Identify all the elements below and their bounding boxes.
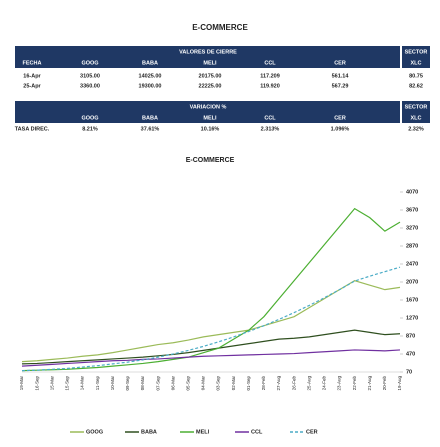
x-tick-label: 27-Aug <box>276 376 281 391</box>
cell: 20175.00 <box>199 73 222 79</box>
y-tick-label: 70 <box>406 369 412 375</box>
table2-sector: SECTOR <box>405 104 428 110</box>
x-tick-label: 19-Mar <box>19 376 24 391</box>
cell: 3105.00 <box>80 73 100 79</box>
column-header: BABA <box>142 60 158 66</box>
legend-label: GOOG <box>86 429 103 435</box>
column-header: XLC <box>411 115 422 121</box>
series-line <box>21 207 401 372</box>
x-tick-label: 21-Aug <box>367 376 372 391</box>
cell: 16-Apr <box>23 73 41 79</box>
cell: 8.21% <box>82 126 98 132</box>
x-tick-label: 28-Feb <box>261 376 266 391</box>
x-tick-label: 07-Sep <box>155 376 160 391</box>
series-line <box>21 349 401 367</box>
column-header: FECHA <box>23 60 42 66</box>
cell: 10.16% <box>201 126 220 132</box>
x-tick-label: 14-Mar <box>80 376 85 391</box>
y-tick-label: 1670 <box>406 297 418 303</box>
cell: 2.32% <box>408 126 424 132</box>
x-tick-label: 04-Mar <box>201 376 206 391</box>
x-tick-label: 20-Feb <box>382 376 387 391</box>
x-tick-label: 16-Sep <box>34 376 39 391</box>
table2-header-bg <box>15 101 400 123</box>
x-tick-label: 26-Feb <box>291 376 296 391</box>
x-tick-label: 03-Sep <box>216 376 221 391</box>
cell: 19300.00 <box>139 83 162 89</box>
x-tick-label: 19-Aug <box>397 376 402 391</box>
y-tick-label: 470 <box>406 351 415 357</box>
y-tick-label: 3670 <box>406 207 418 213</box>
x-tick-label: 09-Sep <box>125 376 130 391</box>
table2-sector-bg <box>402 101 430 123</box>
y-tick-label: 2470 <box>406 261 418 267</box>
x-tick-label: 11-Sep <box>95 376 100 391</box>
cell: 80.75 <box>409 73 423 79</box>
column-header: CCL <box>264 60 276 66</box>
y-tick-label: 2870 <box>406 243 418 249</box>
table2-header: VARIACION % <box>190 104 227 110</box>
y-tick-label: 870 <box>406 333 415 339</box>
series-line <box>21 279 401 363</box>
column-header: CER <box>334 60 346 66</box>
x-tick-label: 23-Aug <box>337 376 342 391</box>
cell: 119.920 <box>260 83 280 89</box>
x-tick-label: 06-Mar <box>170 376 175 391</box>
x-tick-label: 08-Mar <box>140 376 145 391</box>
cell: 82.62 <box>409 83 423 89</box>
cell: TASA DIREC. <box>15 126 50 132</box>
table1-header: VALORES DE CIERRE <box>179 49 237 55</box>
cell: 117.209 <box>260 73 280 79</box>
legend-label: CER <box>306 429 318 435</box>
cell: 22225.00 <box>199 83 222 89</box>
cell: 37.61% <box>141 126 160 132</box>
x-tick-label: 02-Mar <box>231 376 236 391</box>
legend-label: MELI <box>196 429 210 435</box>
x-tick-label: 22-Feb <box>352 376 357 391</box>
cell: 3360.00 <box>80 83 100 89</box>
column-header: GOOG <box>81 115 98 121</box>
x-tick-label: 10-Mar <box>110 376 115 391</box>
column-header: XLC <box>411 60 422 66</box>
x-tick-label: 05-Sep <box>186 376 191 391</box>
cell: 561.14 <box>332 73 350 79</box>
cell: 1.096% <box>331 126 350 132</box>
series-line <box>21 266 401 372</box>
table1-sector-bg <box>402 46 430 68</box>
cell: 25-Apr <box>23 83 41 89</box>
y-tick-label: 2070 <box>406 279 418 285</box>
column-header: GOOG <box>81 60 98 66</box>
x-tick-label: 25-Aug <box>306 376 311 391</box>
cell: 2.313% <box>261 126 280 132</box>
cell: 567.29 <box>332 83 349 89</box>
column-header: BABA <box>142 115 158 121</box>
series-line <box>21 329 401 365</box>
y-tick-label: 3270 <box>406 225 418 231</box>
x-tick-label: 15-Mar <box>49 376 54 391</box>
page-title: E-COMMERCE <box>192 23 248 32</box>
y-tick-label: 1270 <box>406 315 418 321</box>
chart-title: E-COMMERCE <box>186 157 235 164</box>
legend-label: BABA <box>141 429 157 435</box>
x-tick-label: 15-Sep <box>65 376 70 391</box>
table1-header-bg <box>15 46 400 68</box>
x-tick-label: 01-Sep <box>246 376 251 391</box>
cell: 14025.00 <box>139 73 162 79</box>
x-tick-label: 24-Feb <box>322 376 327 391</box>
column-header: MELI <box>203 115 217 121</box>
column-header: CCL <box>264 115 276 121</box>
column-header: CER <box>334 115 346 121</box>
table1-sector: SECTOR <box>405 49 428 55</box>
column-header: MELI <box>203 60 217 66</box>
y-tick-label: 4070 <box>406 189 418 195</box>
legend-label: CCL <box>251 429 263 435</box>
